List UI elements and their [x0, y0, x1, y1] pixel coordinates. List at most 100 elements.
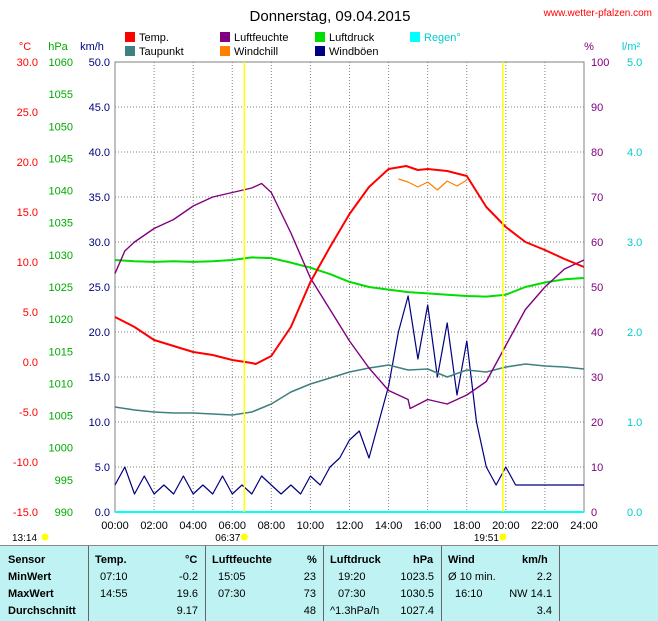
- rain-axis-unit: l/m²: [622, 41, 641, 53]
- temp-tick-label: 25.0: [17, 107, 38, 119]
- hum-tick-label: 10: [591, 462, 603, 474]
- pressure-line: [114, 256, 585, 298]
- axis-ticks: 00:00 02:00 04:00 06:00 08:00 10:00 12:00 14:00…: [13, 57, 642, 532]
- table-row: MinWert 07:10 -0.2 15:05 23 19:20 1023.5…: [0, 569, 658, 586]
- table-row: Durchschnitt 9.17 48 ^1.3hPa/h 1027.4 3.…: [0, 603, 658, 620]
- hum-tick-label: 90: [591, 102, 603, 114]
- wind-tick-label: 0.0: [95, 507, 110, 519]
- wind-value: 3.4: [536, 605, 552, 617]
- hum-tick-label: 40: [591, 327, 603, 339]
- wind-tick-label: 35.0: [89, 192, 110, 204]
- x-tick-label: 16:00: [414, 520, 442, 532]
- rain-tick-label: 1.0: [627, 417, 642, 429]
- rain-tick-label: 3.0: [627, 237, 642, 249]
- press-tick-label: 1030: [49, 250, 73, 262]
- hum-tick-label: 20: [591, 417, 603, 429]
- legend-swatch: [220, 32, 230, 42]
- stats-table: Sensor Temp. °C Luftfeuchte % Luftdruck …: [0, 545, 658, 621]
- press-value: 1030.5: [400, 588, 434, 600]
- wind-axis-unit: km/h: [80, 41, 104, 53]
- x-tick-label: 14:00: [375, 520, 403, 532]
- press-tick-label: 1000: [49, 443, 73, 455]
- press-time: 19:20: [338, 571, 366, 583]
- col-divider: [205, 546, 206, 621]
- col-divider: [323, 546, 324, 621]
- legend: Temp. Taupunkt Luftfeuchte Windchill Luftdru…: [125, 32, 461, 58]
- press-tick-label: 1005: [49, 411, 73, 423]
- temp-tick-label: -10.0: [13, 457, 38, 469]
- legend-swatch: [315, 46, 325, 56]
- temp-tick-label: 30.0: [17, 57, 38, 69]
- wind-time: Ø 10 min.: [448, 571, 496, 583]
- legend-swatch: [315, 32, 325, 42]
- temp-tick-label: 0.0: [23, 357, 38, 369]
- x-tick-label: 18:00: [453, 520, 481, 532]
- header-temp: Temp.: [95, 554, 127, 566]
- legend-swatch: [125, 32, 135, 42]
- table-row: MaxWert 14:55 19.6 07:30 73 07:30 1030.5…: [0, 586, 658, 603]
- hum-tick-label: 70: [591, 192, 603, 204]
- wind-tick-label: 50.0: [89, 57, 110, 69]
- press-tick-label: 1055: [49, 89, 73, 101]
- sunrise-icon: [240, 533, 248, 541]
- wind-tick-label: 45.0: [89, 102, 110, 114]
- press-time: 07:30: [338, 588, 366, 600]
- press-tick-label: 1035: [49, 218, 73, 230]
- hum-tick-label: 60: [591, 237, 603, 249]
- legend-swatch: [410, 32, 420, 42]
- press-tick-label: 995: [55, 475, 73, 487]
- x-tick-label: 24:00: [570, 520, 598, 532]
- windchill-line: [398, 178, 468, 191]
- temp-axis-unit: °C: [19, 41, 31, 53]
- axis-titles: °C hPa km/h% l/m²: [19, 41, 641, 53]
- sun-icon: [41, 533, 49, 541]
- x-tick-label: 08:00: [258, 520, 286, 532]
- chart-title: Donnerstag, 09.04.2015: [250, 8, 411, 25]
- hum-tick-label: 30: [591, 372, 603, 384]
- rain-tick-label: 2.0: [627, 327, 642, 339]
- rain-tick-label: 0.0: [627, 507, 642, 519]
- hum-time: 15:05: [218, 571, 246, 583]
- rain-tick-label: 4.0: [627, 147, 642, 159]
- temp-tick-label: 20.0: [17, 157, 38, 169]
- press-tick-label: 990: [55, 507, 73, 519]
- x-tick-label: 04:00: [179, 520, 207, 532]
- humidity-line: [114, 182, 585, 410]
- gust-line: [114, 295, 584, 495]
- hum-value: 23: [303, 571, 316, 583]
- rain-tick-label: 5.0: [627, 57, 642, 69]
- hum-tick-label: 80: [591, 147, 603, 159]
- temp-tick-label: 5.0: [23, 307, 38, 319]
- x-tick-label: 10:00: [297, 520, 325, 532]
- sunrise-label: 06:37: [215, 533, 240, 544]
- time-label-left: 13:14: [12, 533, 37, 544]
- temp-value: -0.2: [179, 571, 198, 583]
- wind-tick-label: 30.0: [89, 237, 110, 249]
- header-sensor: Sensor: [8, 554, 46, 566]
- legend-label: Taupunkt: [139, 46, 184, 58]
- temp-tick-label: 15.0: [17, 207, 38, 219]
- x-tick-label: 22:00: [531, 520, 559, 532]
- wind-tick-label: 15.0: [89, 372, 110, 384]
- press-tick-label: 1025: [49, 282, 73, 294]
- temp-value: 19.6: [176, 588, 198, 600]
- press-tick-label: 1045: [49, 153, 73, 165]
- hum-tick-label: 50: [591, 282, 603, 294]
- site-link[interactable]: www.wetter-pfalzen.com: [543, 8, 652, 19]
- col-divider: [88, 546, 89, 621]
- legend-label: Temp.: [139, 32, 169, 44]
- sun-markers: 13:14 06:37 19:51: [12, 62, 507, 544]
- temp-tick-label: 10.0: [17, 257, 38, 269]
- hum-time: 07:30: [218, 588, 246, 600]
- press-axis-unit: hPa: [48, 41, 68, 53]
- temp-tick-label: -5.0: [19, 407, 38, 419]
- legend-label: Windböen: [329, 46, 379, 58]
- sunset-label: 19:51: [474, 533, 499, 544]
- col-divider: [441, 546, 442, 621]
- sunset-icon: [499, 533, 507, 541]
- temp-line: [114, 165, 585, 365]
- wind-tick-label: 40.0: [89, 147, 110, 159]
- temp-value: 9.17: [176, 605, 198, 617]
- press-tick-label: 1010: [49, 378, 73, 390]
- row-label: Durchschnitt: [8, 605, 76, 617]
